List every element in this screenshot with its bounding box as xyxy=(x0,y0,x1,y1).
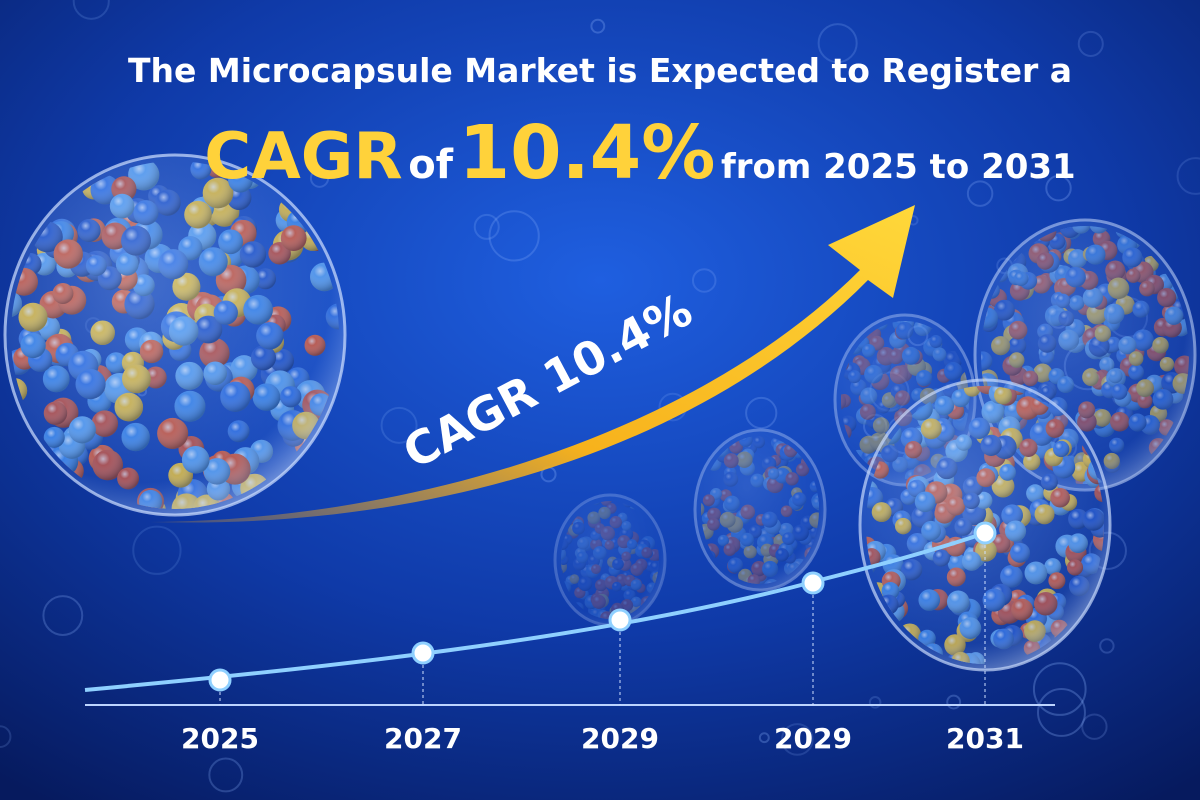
capsule-shell xyxy=(3,153,347,517)
bubble xyxy=(1037,687,1086,737)
bubble xyxy=(1077,30,1104,57)
bubble xyxy=(745,396,778,430)
growth-arrow xyxy=(150,205,915,523)
capsule xyxy=(3,153,347,517)
bubble xyxy=(817,23,858,64)
bubble xyxy=(946,694,962,710)
bubble xyxy=(1032,662,1087,716)
year-label: 2029 xyxy=(581,722,659,755)
headline: The Microcapsule Market is Expected to R… xyxy=(128,51,1072,90)
bubble xyxy=(691,268,717,293)
capsule-shell xyxy=(553,493,667,627)
timeline-point xyxy=(973,521,997,545)
year-label: 2025 xyxy=(181,722,259,755)
of-word: of xyxy=(408,142,453,188)
bubble xyxy=(1045,174,1072,202)
bubble xyxy=(1176,157,1200,195)
bubble xyxy=(488,210,540,262)
timeline-point xyxy=(411,641,435,665)
bubble xyxy=(758,732,770,744)
headline-cagr-line: CAGR of 10.4% from 2025 to 2031 xyxy=(204,110,1075,196)
bubble xyxy=(1081,713,1108,740)
timeline-point xyxy=(801,571,825,595)
bubble xyxy=(590,18,606,34)
timeline-point xyxy=(208,668,232,692)
timeline-point xyxy=(608,608,632,632)
bubble xyxy=(42,595,84,636)
bubble xyxy=(473,213,500,240)
cagr-rate: 10.4% xyxy=(459,110,716,196)
growth-curve xyxy=(84,531,986,692)
capsule xyxy=(553,493,667,627)
capsule-shell xyxy=(693,428,827,592)
bubble xyxy=(966,180,994,207)
timeline: 2025 2027 2029 2029 2031 xyxy=(181,521,1024,755)
bubble xyxy=(380,406,418,444)
year-label: 2027 xyxy=(384,722,462,755)
bubble xyxy=(132,525,182,575)
period: from 2025 to 2031 xyxy=(721,147,1076,187)
year-label: 2031 xyxy=(946,722,1024,755)
bubble xyxy=(309,168,330,188)
bubble xyxy=(0,725,12,748)
year-label: 2029 xyxy=(774,722,852,755)
bubble xyxy=(1099,638,1115,654)
bubble xyxy=(780,723,814,756)
bubble xyxy=(72,0,110,20)
bubble xyxy=(208,757,244,793)
cagr-word: CAGR xyxy=(204,120,402,194)
bubble xyxy=(868,695,882,709)
